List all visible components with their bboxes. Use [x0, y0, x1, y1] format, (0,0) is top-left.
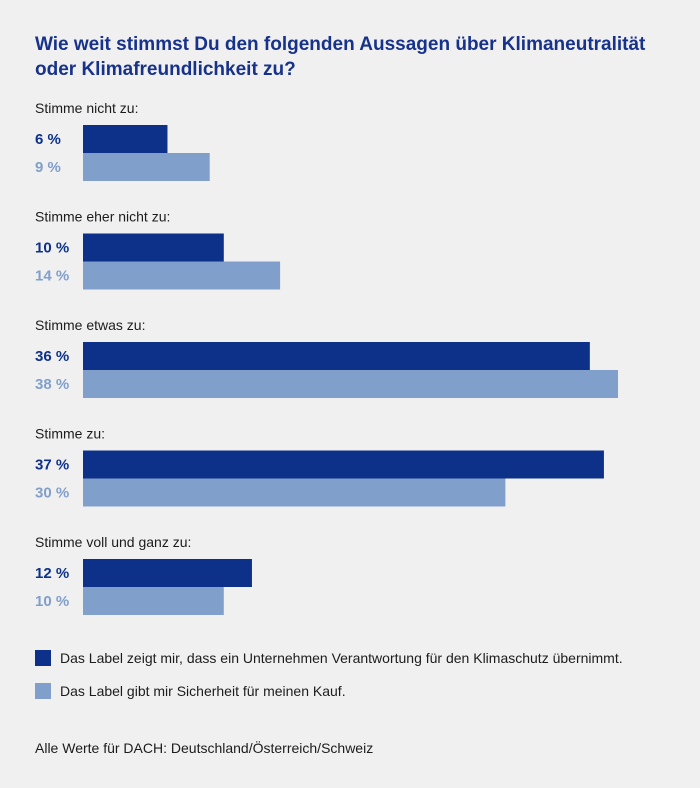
- legend-label-series-2: Das Label gibt mir Sicherheit für meinen…: [60, 683, 346, 699]
- category-label: Stimme etwas zu:: [35, 317, 145, 333]
- bar-series-2: [83, 370, 618, 398]
- bar-series-1: [83, 450, 604, 479]
- bar-series-2: [83, 478, 506, 507]
- category-label: Stimme eher nicht zu:: [35, 209, 170, 225]
- value-label-series-2: 10 %: [35, 593, 69, 610]
- value-label-series-2: 14 %: [35, 268, 69, 285]
- bar-series-1: [83, 559, 252, 587]
- bar-series-1: [83, 233, 224, 262]
- bar-series-2: [83, 587, 224, 615]
- value-label-series-1: 37 %: [35, 457, 69, 474]
- value-label-series-2: 30 %: [35, 485, 69, 502]
- bar-series-2: [83, 261, 281, 290]
- category-label: Stimme nicht zu:: [35, 100, 138, 116]
- value-label-series-2: 38 %: [35, 376, 69, 393]
- bar-chart: Stimme nicht zu: 6 % 9 % Stimme eher nicht …: [35, 100, 618, 615]
- legend-swatch-series-2: [35, 683, 51, 699]
- legend-label-series-1: Das Label zeigt mir, dass ein Unternehme…: [60, 650, 623, 666]
- footnote: Alle Werte für DACH: Deutschland/Österre…: [35, 740, 374, 756]
- value-label-series-1: 36 %: [35, 348, 69, 365]
- legend-item-series-2: Das Label gibt mir Sicherheit für meinen…: [35, 681, 665, 701]
- value-label-series-1: 6 %: [35, 131, 61, 148]
- category-label: Stimme voll und ganz zu:: [35, 534, 191, 550]
- value-label-series-1: 12 %: [35, 565, 69, 582]
- value-label-series-2: 9 %: [35, 159, 61, 176]
- legend-swatch-series-1: [35, 650, 51, 666]
- legend: Das Label zeigt mir, dass ein Unternehme…: [35, 648, 665, 714]
- value-label-series-1: 10 %: [35, 240, 69, 257]
- chart-title: Wie weit stimmst Du den folgenden Aussag…: [35, 34, 646, 80]
- bar-series-1: [83, 342, 590, 370]
- legend-item-series-1: Das Label zeigt mir, dass ein Unternehme…: [35, 648, 665, 668]
- category-label: Stimme zu:: [35, 426, 105, 442]
- bar-series-2: [83, 153, 210, 181]
- bar-series-1: [83, 125, 168, 153]
